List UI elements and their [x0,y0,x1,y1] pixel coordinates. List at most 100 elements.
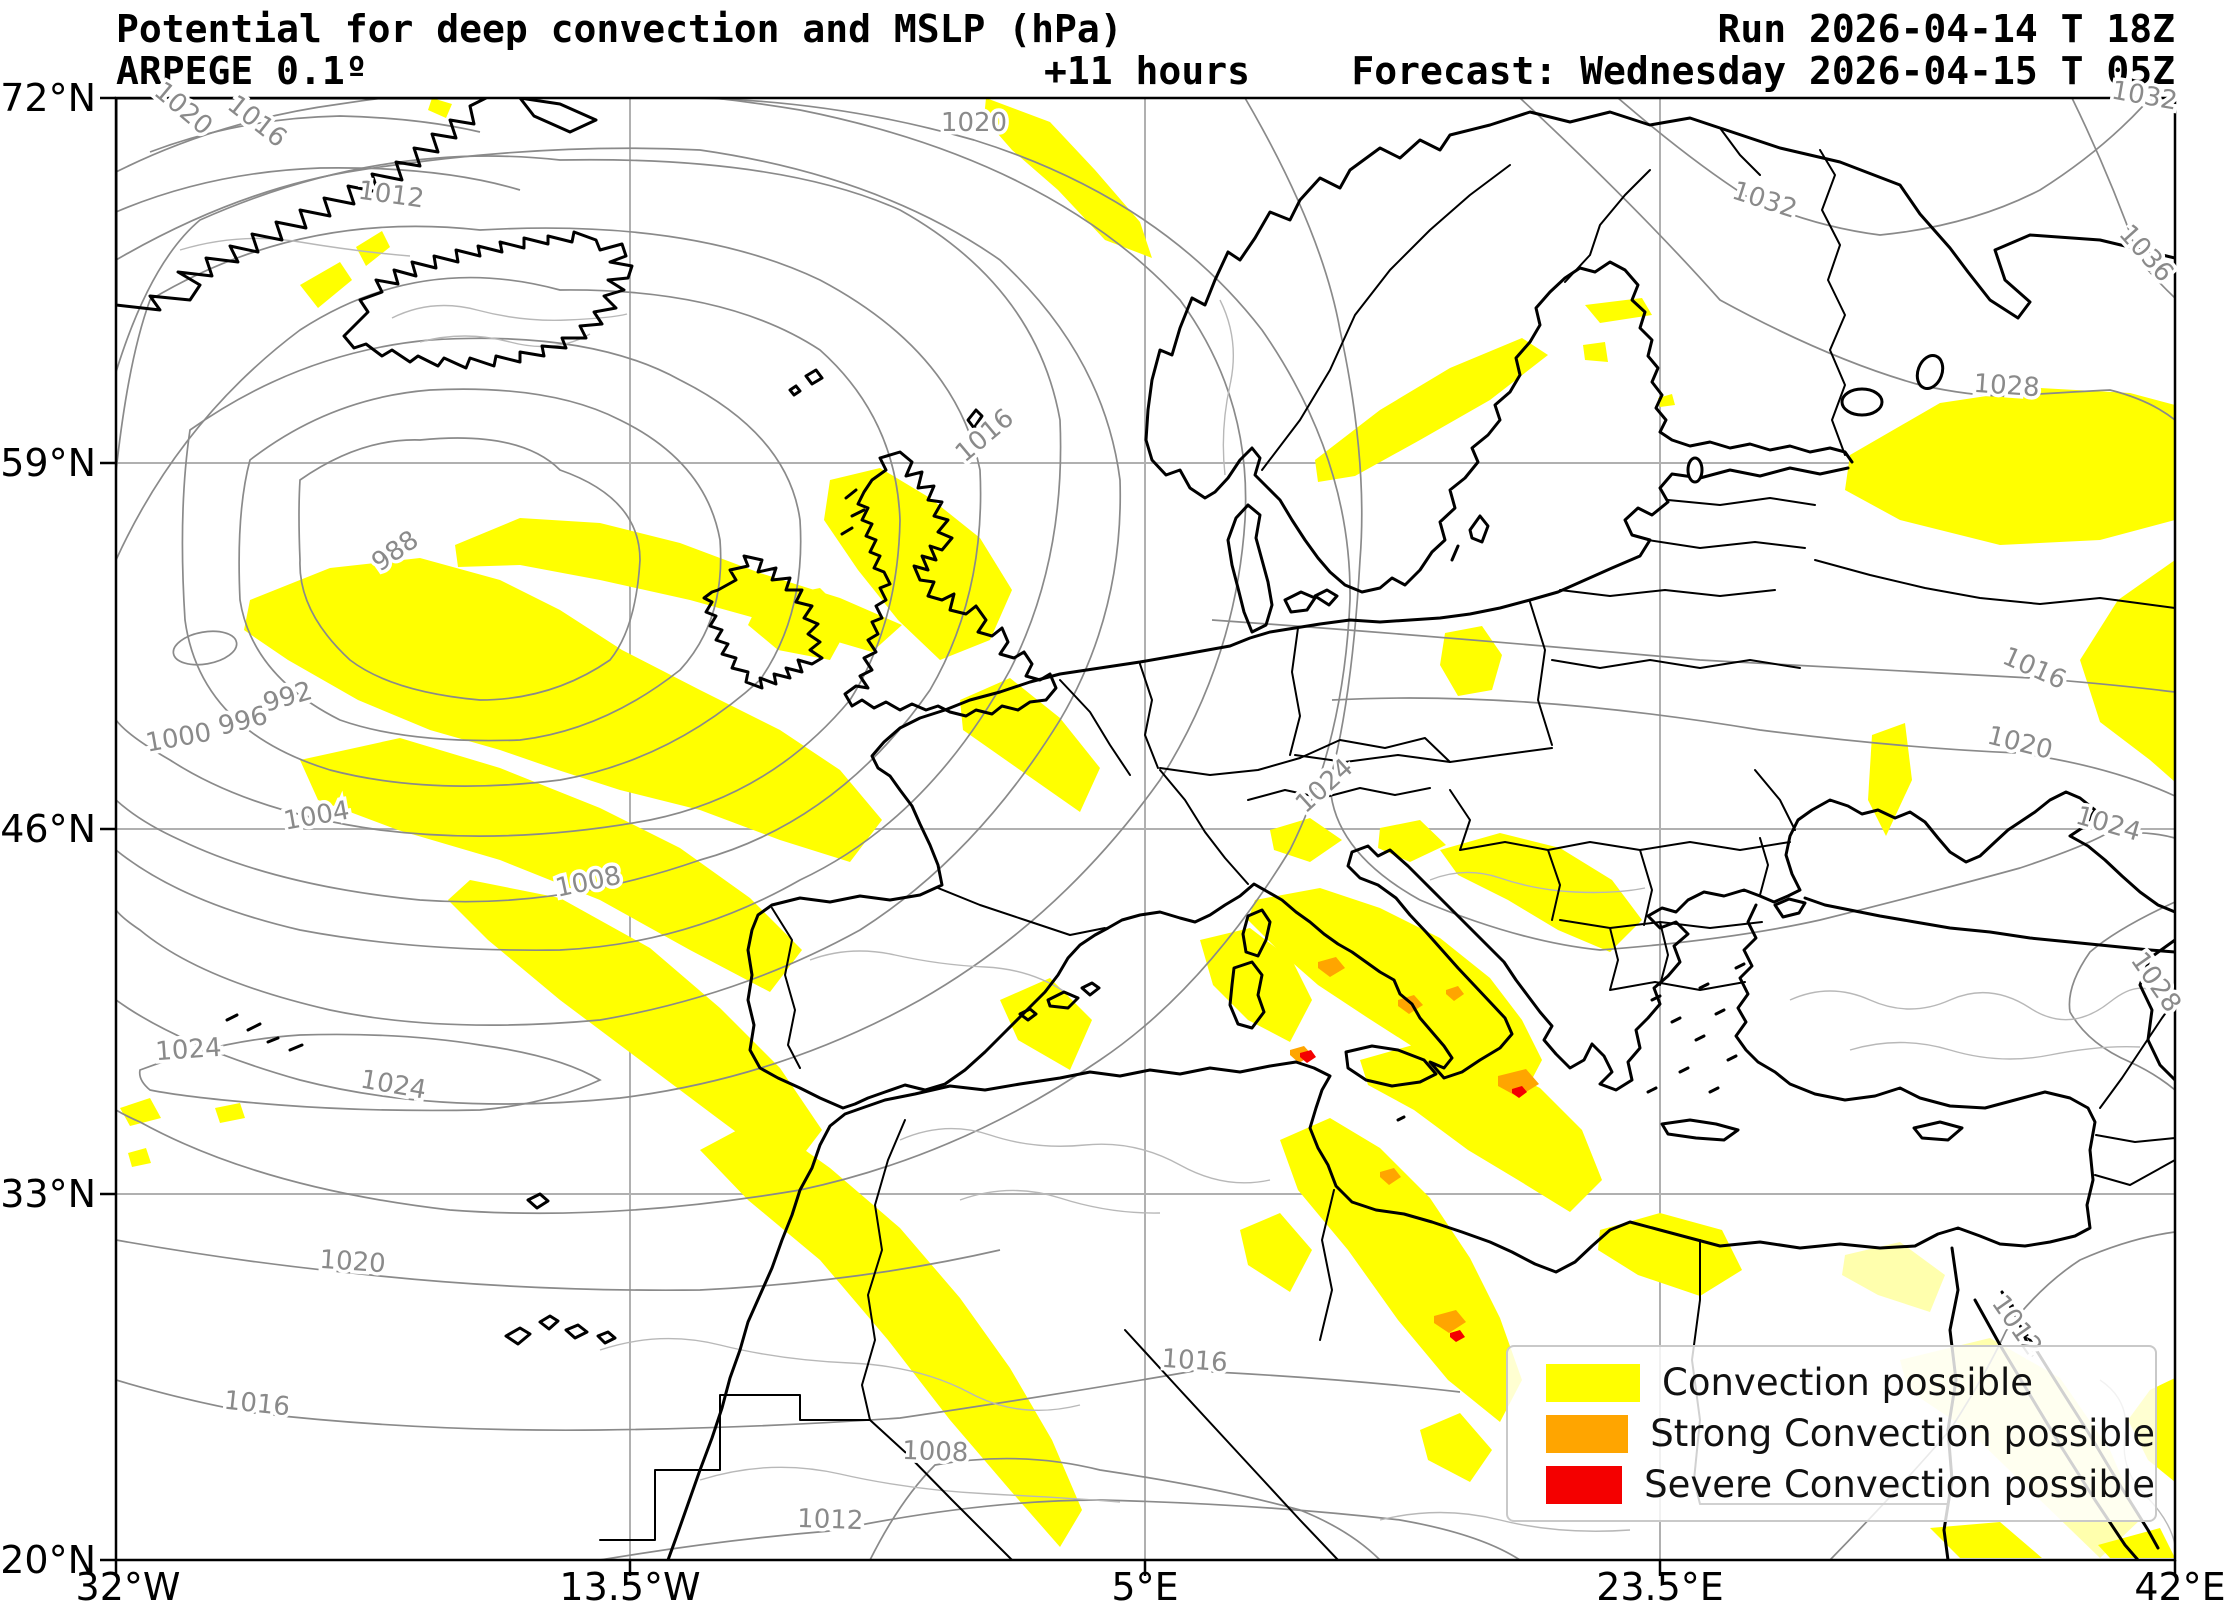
y-tick-label: 33°N [0,1172,96,1216]
coastline-scandinavia [1144,110,2175,594]
convection-patch [1315,338,1548,482]
isobar-label: 1020 [319,1245,387,1280]
convection-patch [984,98,1152,258]
isobar-label: 1032 [1728,176,1800,225]
isobar-label: 1036 [2113,219,2180,288]
convection-patch [1930,1522,2042,1558]
legend-row-possible: Convection possible [1546,1361,2155,1404]
x-axis-labels: 32°W 13.5°W 5°E 23.5°E 42°E [76,1565,2226,1604]
coastline-danish-isles [1283,588,1339,614]
axis-ticks [100,96,2177,1576]
convection-patch [824,468,1012,660]
lead-time: +11 hours [1044,49,1250,93]
lake-peipus [1686,456,1704,484]
forecast-time: Forecast: Wednesday 2026-04-15 T 05Z [1351,49,2175,93]
country-borders [599,127,2175,1560]
model-name: ARPEGE 0.1º [116,49,368,93]
convection-patch [1200,928,1312,1042]
convection-patch [2098,1528,2175,1558]
legend-swatch-yellow [1546,1363,1640,1402]
x-tick-label: 5°E [1111,1565,1178,1604]
convection-patch [1420,1413,1492,1482]
coastline-crete [1660,1118,1740,1142]
coastline-balearics [1018,981,1101,1022]
lake-onega [1915,354,1945,390]
map-title: Potential for deep convection and MSLP (… [116,7,1123,51]
severe-cell [1450,1330,1465,1342]
convection-patch [120,1098,161,1126]
coastline-shetland [966,408,984,430]
coastline-madeira [526,1192,550,1210]
isobar-label: 1024 [358,1065,428,1106]
coastline-greenland [116,98,488,312]
coastline-sicily [1344,1044,1438,1088]
legend-label-severe: Severe Convection possible [1644,1463,2155,1506]
convection-patch [1868,723,1912,836]
isobar-label: 1008 [902,1436,969,1468]
convection-patch [1280,1118,1522,1422]
convection-patch [356,231,390,266]
convection-severe-areas [1300,1050,1527,1342]
coastline-corsica [1241,908,1272,958]
convection-patch [128,1148,151,1167]
coastline-ireland [702,554,824,690]
legend-swatch-red [1546,1465,1623,1504]
legend-row-strong: Strong Convection possible [1546,1412,2155,1455]
isobar-label: 1012 [797,1504,864,1536]
coastline-iceland [342,230,634,370]
coastline-sardinia [1228,960,1266,1030]
coastline-hebrides [840,488,866,536]
coastline-turkey-north [1803,896,2175,954]
isobar-label: 1012 [356,176,426,215]
convection-patch [244,558,882,862]
coastline-canaries [504,1314,617,1346]
convection-patch [1270,818,1342,862]
strong-cell [1380,1168,1401,1185]
coastline-caspian [2138,938,2175,1082]
legend-label-possible: Convection possible [1662,1361,2034,1404]
convection-patch [300,738,802,992]
lake-ladoga [1840,387,1884,417]
convection-patch [1000,978,1092,1070]
strong-cell [1446,986,1464,1001]
coastline-marmara [1773,897,1807,919]
coastline-aegean-islands [1396,962,1746,1122]
run-time: Run 2026-04-14 T 18Z [1717,7,2175,51]
convection-patch [1378,820,1446,862]
severe-cell [1300,1050,1316,1063]
coastline-azores [225,1013,304,1052]
convection-patch [448,880,822,1172]
coastline-gotland [1450,514,1490,562]
x-tick-label: 42°E [2134,1565,2225,1604]
isobar-label: 992 [260,676,316,719]
legend-swatch-orange [1546,1414,1629,1453]
isobar-label: 1028 [1973,369,2041,404]
isobar-label: 1028 [2124,947,2187,1018]
isobar-label: 1016 [1161,1344,1229,1379]
convection-patch [748,588,852,660]
isobar-label: 1020 [1984,721,2055,766]
coastline-baltic-europe-africa [746,466,2175,1110]
strong-cell [1498,1069,1539,1097]
isobar-contours [116,98,2175,1560]
isobar-label: 1000 [143,718,213,759]
coastline-turkey-levant-africa [666,903,2097,1560]
convection-patch [1598,1213,1742,1296]
y-tick-label: 20°N [0,1538,96,1582]
convection-patch [1583,342,1608,362]
coastline-jutland [1226,503,1274,634]
coastline-greenland-fragment [518,98,598,134]
strong-cell [1434,1310,1466,1333]
y-axis-labels: 72°N 59°N 46°N 33°N 20°N [0,76,96,1582]
severe-cell [1512,1086,1527,1098]
isobar-label: 1016 [222,1386,291,1423]
x-tick-label: 13.5°W [559,1565,700,1604]
convection-patch [428,98,452,118]
coastline-faroes [788,368,824,397]
convection-patch [215,1103,245,1123]
y-tick-label: 72°N [0,76,96,120]
convection-patch [1842,1242,1945,1312]
convection-patch [1360,1043,1602,1212]
